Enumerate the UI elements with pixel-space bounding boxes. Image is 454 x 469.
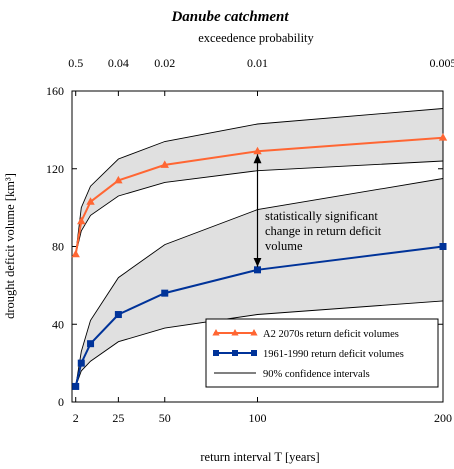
series-point-1 bbox=[161, 289, 169, 297]
x-tick-label: 100 bbox=[249, 411, 267, 425]
legend-marker-0 bbox=[212, 329, 220, 336]
top-tick-label: 0.01 bbox=[247, 56, 268, 70]
series-point-1 bbox=[254, 266, 261, 274]
annotation-text: statistically significant bbox=[265, 209, 378, 223]
x-tick-label: 25 bbox=[112, 411, 124, 425]
legend-label-ci: 90% confidence intervals bbox=[263, 369, 370, 380]
legend-label-0: A2 2070s return deficit volumes bbox=[263, 329, 399, 340]
legend-marker-0 bbox=[231, 329, 239, 336]
legend-label-1: 1961-1990 return deficit volumes bbox=[263, 349, 404, 360]
series-point-0 bbox=[86, 197, 95, 205]
legend-marker-1 bbox=[213, 350, 219, 356]
y-tick-label: 0 bbox=[58, 395, 64, 409]
x-tick-label: 50 bbox=[159, 411, 171, 425]
legend-marker-1 bbox=[251, 350, 257, 356]
series-point-1 bbox=[114, 311, 122, 319]
annotation-text: change in return deficit bbox=[265, 224, 382, 238]
ci-upper-line-0 bbox=[75, 108, 444, 255]
x-axis-label: return interval T [years] bbox=[200, 450, 319, 464]
plot-area: 2 25 50 100 200 0.5 0.04 0.02 0.01 0.005 0 40 80 120 1… bbox=[46, 56, 454, 425]
legend-marker-1 bbox=[232, 350, 238, 356]
ci-band-1 bbox=[75, 178, 443, 387]
top-axis-label: exceedence probability bbox=[198, 31, 314, 45]
series-point-0 bbox=[160, 160, 169, 168]
series-point-0 bbox=[71, 249, 80, 258]
top-tick-label: 0.005 bbox=[430, 56, 454, 70]
series-point-1 bbox=[72, 382, 80, 390]
y-tick-label: 120 bbox=[46, 162, 64, 176]
series-point-1 bbox=[77, 359, 85, 367]
y-axis-label: drought deficit volume [km³] bbox=[3, 173, 17, 319]
y-tick-label: 80 bbox=[52, 240, 64, 254]
series-point-0 bbox=[114, 175, 123, 184]
series-point-0 bbox=[438, 133, 448, 141]
y-tick-label: 40 bbox=[52, 317, 64, 331]
series-point-1 bbox=[439, 243, 447, 250]
top-tick-label: 0.02 bbox=[154, 56, 175, 70]
y-tick-label: 160 bbox=[46, 84, 64, 98]
series-point-1 bbox=[87, 340, 95, 348]
x-tick-label: 2 bbox=[73, 411, 79, 425]
series-point-0 bbox=[77, 216, 86, 225]
series-point-0 bbox=[253, 146, 262, 155]
chart-title: Danube catchment bbox=[170, 9, 289, 25]
annotation-text: volume bbox=[265, 239, 303, 253]
top-tick-label: 0.5 bbox=[68, 56, 83, 70]
top-tick-label: 0.04 bbox=[108, 56, 129, 70]
legend-marker-0 bbox=[250, 329, 258, 336]
x-tick-label: 200 bbox=[434, 411, 452, 425]
ci-lower-line-1 bbox=[75, 300, 444, 387]
